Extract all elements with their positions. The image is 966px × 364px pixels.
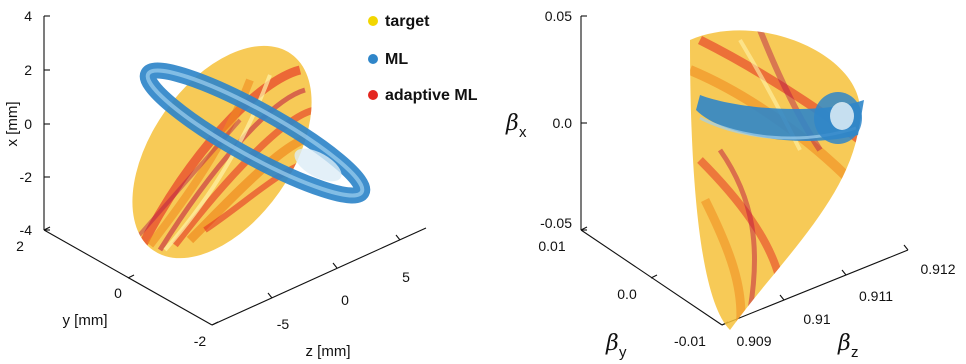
left-axes	[43, 15, 427, 326]
left-y-tick-mark	[211, 321, 219, 326]
left-y-axis-label: y [mm]	[63, 312, 108, 329]
right-vertical-axis-symbol: β	[505, 111, 519, 136]
left-chart: 4 2 0 -2 -4 2 0 -2 -5 0 5 x [mm] y [mm] …	[4, 8, 478, 360]
right-vertical-axis-label: β x	[505, 111, 527, 141]
right-y-tick-label: -0.01	[674, 333, 706, 349]
right-axes	[580, 15, 909, 326]
legend-item-ml: ML	[368, 51, 408, 68]
right-chart: 0.05 0.0 -0.05 0.01 0.0 -0.01 0.909 0.91…	[505, 8, 956, 361]
right-y-tick-label: 0.0	[617, 286, 637, 302]
legend-item-target: target	[368, 13, 430, 30]
right-y-tick-label: 0.01	[538, 238, 565, 254]
left-y-tick-label: 0	[114, 285, 122, 301]
right-z-axis-subscript: z	[851, 344, 859, 361]
left-ml-ring	[139, 62, 371, 204]
right-target-cloud	[690, 30, 860, 331]
left-y-tick-mark	[127, 274, 135, 279]
right-y-tick-mark	[650, 274, 658, 279]
left-y-tick-mark	[43, 226, 51, 231]
left-y-tick-label: -2	[194, 333, 207, 349]
left-y-tick-label: 2	[16, 238, 24, 254]
legend-label-target: target	[385, 13, 430, 30]
left-z-axis	[211, 227, 427, 326]
legend-item-adaptive-ml: adaptive ML	[368, 87, 478, 104]
left-vertical-axis-label: x [mm]	[4, 102, 21, 147]
right-z-axis-label: β z	[837, 331, 859, 361]
left-z-tick-label: -5	[277, 316, 290, 332]
right-z-tick-label: 0.912	[920, 261, 955, 277]
left-target-cloud	[132, 45, 321, 259]
left-x-tick-label: 2	[24, 62, 32, 78]
legend-marker-adaptive-ml	[368, 90, 378, 100]
legend-label-ml: ML	[385, 51, 408, 68]
legend: target ML adaptive ML	[368, 13, 478, 104]
right-y-axis-label: β y	[605, 331, 627, 361]
left-z-tick-label: 0	[341, 292, 349, 308]
left-z-tick-label: 5	[402, 269, 410, 285]
right-y-axis-subscript: y	[619, 344, 627, 361]
right-z-tick-mark	[903, 244, 909, 251]
right-x-tick-label: -0.05	[540, 215, 572, 231]
right-x-tick-label: 0.05	[545, 8, 572, 24]
right-x-tick-label: 0.0	[553, 115, 573, 131]
left-z-axis-label: z [mm]	[306, 343, 351, 360]
left-z-tick-mark	[332, 262, 338, 269]
right-z-axis	[721, 249, 909, 326]
right-y-axis-symbol: β	[605, 331, 619, 356]
right-y-tick-mark	[580, 226, 588, 231]
left-x-tick-label: 4	[24, 8, 32, 24]
right-z-tick-mark	[841, 269, 847, 276]
left-z-tick-mark	[267, 292, 273, 299]
right-vertical-axis-subscript: x	[519, 124, 527, 141]
right-ml-ring	[696, 92, 864, 144]
legend-label-adaptive-ml: adaptive ML	[385, 87, 478, 104]
legend-marker-ml	[368, 54, 378, 64]
left-x-tick-label: -4	[20, 222, 33, 238]
right-z-tick-mark	[779, 294, 785, 301]
legend-marker-target	[368, 16, 378, 26]
right-z-tick-label: 0.91	[803, 311, 830, 327]
left-z-tick-mark	[395, 234, 401, 241]
left-x-tick-label: -2	[20, 169, 33, 185]
right-z-tick-label: 0.911	[859, 288, 893, 304]
right-z-axis-symbol: β	[837, 331, 851, 356]
right-z-tick-label: 0.909	[736, 333, 771, 349]
left-x-tick-label: 0	[24, 116, 32, 132]
